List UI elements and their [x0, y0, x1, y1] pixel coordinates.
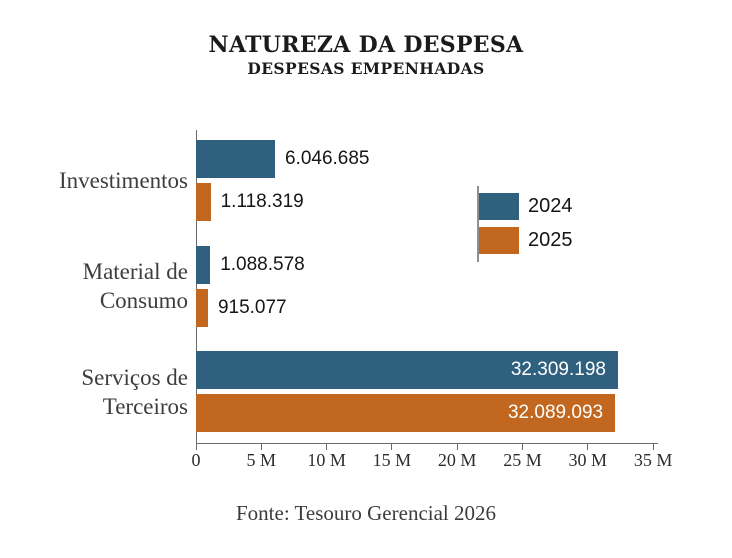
x-tick-mark — [652, 443, 654, 450]
bar-2025-material-de-consumo[interactable] — [196, 288, 208, 327]
x-tick-mark — [195, 443, 197, 450]
x-tick-label: 20 M — [437, 450, 477, 470]
value-label-2025-investimentos: 1.118.319 — [220, 191, 304, 212]
chart-title: NATUREZA DA DESPESA — [208, 32, 524, 58]
value-label-2025-serviços-de-terceiros: 32.089.093 — [507, 402, 604, 423]
x-tick-label: 5 M — [246, 450, 277, 470]
bar-2025-investimentos[interactable] — [196, 183, 211, 221]
x-tick-mark — [587, 443, 589, 450]
x-tick-label: 25 M — [503, 450, 542, 470]
source-note: Fonte: Tesouro Gerencial 2026 — [236, 501, 496, 525]
bar-2024-material-de-consumo[interactable] — [196, 245, 211, 284]
x-tick-mark — [456, 443, 458, 450]
category-label-serviços-de-terceiros: Serviços de Terceiros — [81, 364, 188, 419]
legend-swatch-2024[interactable] — [479, 193, 519, 220]
bar-2024-serviços-de-terceiros[interactable] — [196, 351, 618, 389]
chart-legend: 2024 2025 — [477, 186, 617, 266]
x-tick-label: 30 M — [568, 450, 608, 470]
x-tick-mark — [391, 443, 393, 450]
x-tick-mark — [522, 443, 523, 450]
category-label-material-de-consumo: Material de Consumo — [82, 259, 188, 313]
category-label-investimentos: Investimentos — [58, 168, 188, 193]
x-tick-mark — [326, 443, 328, 450]
y-axis-line — [196, 130, 197, 444]
x-tick-label: 35 M — [633, 450, 673, 470]
x-tick-label: 0 — [191, 450, 201, 470]
value-label-2024-material-de-consumo: 1.088.578 — [220, 253, 305, 275]
value-label-2024-serviços-de-terceiros: 32.309.198 — [510, 359, 606, 380]
x-tick-label: 10 M — [307, 450, 346, 470]
x-axis-line — [196, 443, 658, 444]
bar-2025-serviços-de-terceiros[interactable] — [196, 394, 616, 432]
value-label-2024-investimentos: 6.046.685 — [284, 148, 370, 169]
x-tick-label: 15 M — [372, 450, 412, 470]
legend-label-2025: 2025 — [528, 229, 573, 251]
x-tick-mark — [260, 443, 262, 450]
chart-subtitle: DESPESAS EMPENHADAS — [247, 59, 485, 78]
legend-label-2024: 2024 — [528, 195, 573, 217]
legend-axis-line — [477, 186, 479, 262]
bar-2024-investimentos[interactable] — [196, 140, 275, 178]
legend-swatch-2025[interactable] — [479, 227, 519, 254]
value-label-2025-material-de-consumo: 915.077 — [217, 296, 287, 318]
